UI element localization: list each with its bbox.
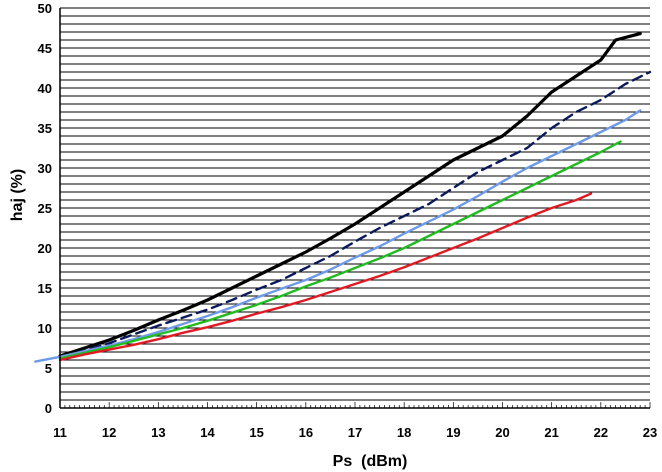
y-tick-label: 35 xyxy=(38,121,52,136)
y-tick-label: 20 xyxy=(38,241,52,256)
y-tick-label: 45 xyxy=(38,41,52,56)
x-tick-label: 19 xyxy=(446,425,460,440)
y-tick-label: 25 xyxy=(38,201,52,216)
y-tick-label: 0 xyxy=(45,401,52,416)
grid-lines xyxy=(60,7,650,401)
x-axis-title: Ps (dBm) xyxy=(333,453,408,470)
x-tick-label: 21 xyxy=(544,425,558,440)
series-lines xyxy=(34,32,652,363)
y-axis-title: haj (%) xyxy=(9,169,26,221)
series-line-4 xyxy=(58,140,622,360)
axes xyxy=(59,8,651,409)
x-tick-label: 11 xyxy=(53,425,67,440)
y-tick-label: 30 xyxy=(38,161,52,176)
x-tick-label: 12 xyxy=(102,425,116,440)
y-tick-labels: 0 5 10 15 20 25 30 35 40 45 50 xyxy=(38,1,52,416)
x-tick-label: 15 xyxy=(249,425,263,440)
x-tick-label: 22 xyxy=(594,425,608,440)
y-tick-label: 40 xyxy=(38,81,52,96)
y-tick-label: 10 xyxy=(38,321,52,336)
x-tick-label: 14 xyxy=(200,425,215,440)
series-line-5 xyxy=(58,192,593,362)
x-tick-label: 20 xyxy=(495,425,509,440)
x-tick-label: 16 xyxy=(299,425,313,440)
y-tick-label: 50 xyxy=(38,1,52,16)
x-tick-labels: 11 12 13 14 15 16 17 18 19 20 21 22 23 xyxy=(53,425,657,440)
x-tick-label: 17 xyxy=(348,425,362,440)
y-tick-label: 15 xyxy=(38,281,52,296)
x-tick-label: 18 xyxy=(397,425,411,440)
x-tick-label: 13 xyxy=(151,425,165,440)
x-tick-label: 23 xyxy=(643,425,657,440)
series-line-2 xyxy=(58,70,652,359)
y-tick-label: 5 xyxy=(45,361,52,376)
series-line-3 xyxy=(34,109,642,363)
series-line-1 xyxy=(58,32,642,358)
